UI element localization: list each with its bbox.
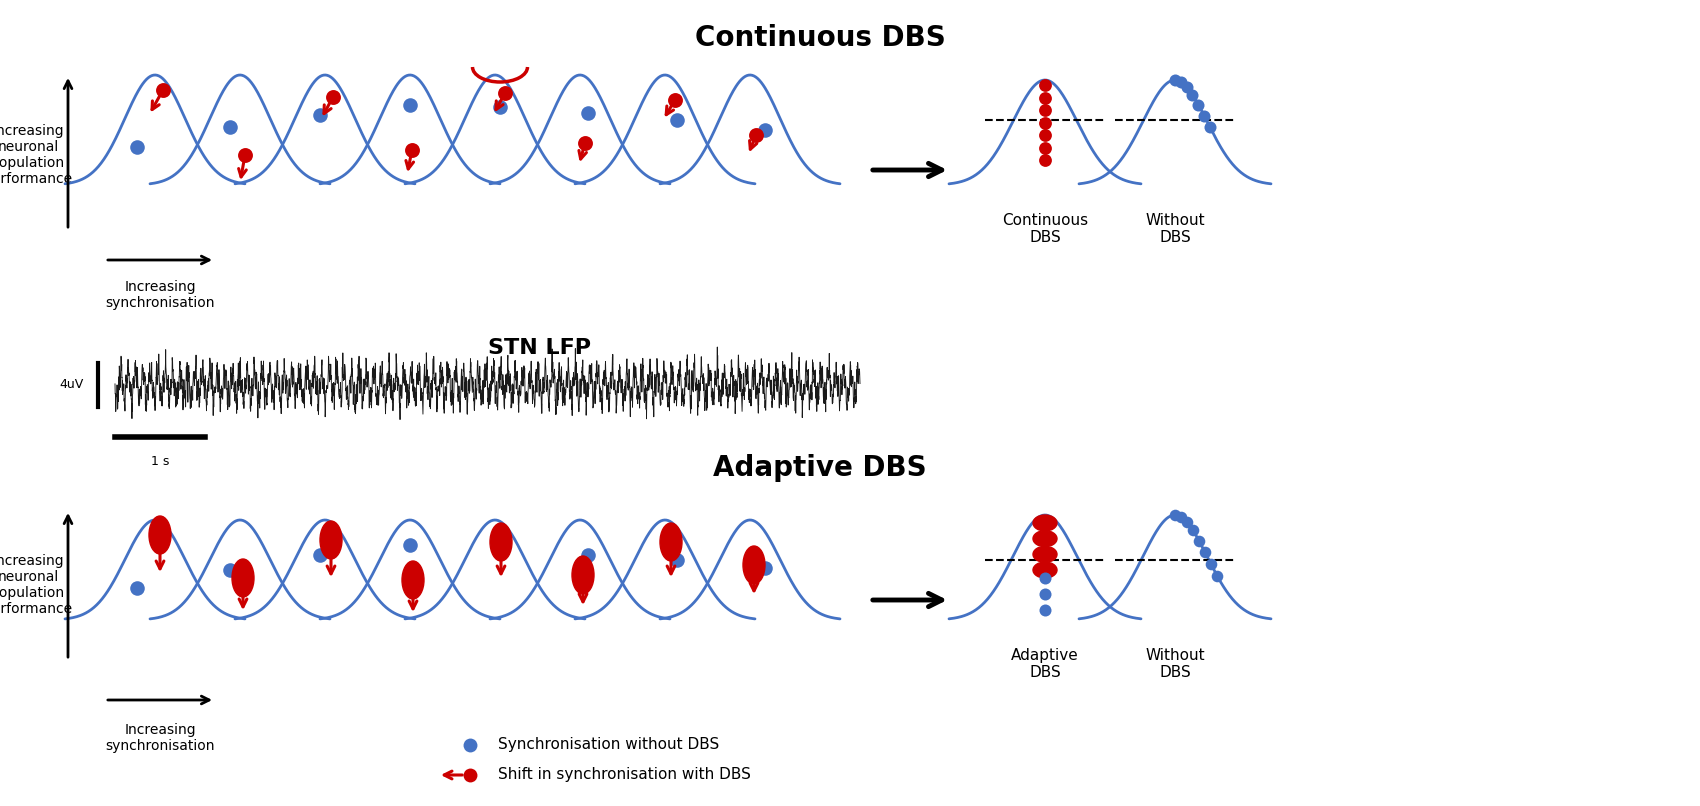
Point	[306, 109, 333, 122]
Text: Continuous
DBS: Continuous DBS	[1001, 213, 1088, 245]
Point	[1173, 516, 1200, 529]
Point	[1180, 524, 1207, 537]
Point	[1168, 75, 1195, 88]
Point	[1178, 88, 1205, 101]
Point	[124, 582, 151, 595]
Ellipse shape	[571, 556, 593, 594]
Ellipse shape	[401, 561, 423, 599]
Point	[456, 738, 483, 751]
Point	[1032, 141, 1059, 154]
Point	[1032, 128, 1059, 141]
Point	[456, 769, 483, 782]
Ellipse shape	[1034, 530, 1057, 546]
Point	[1197, 558, 1224, 571]
Text: Continuous DBS: Continuous DBS	[695, 24, 945, 52]
Point	[124, 140, 151, 153]
Text: Without
DBS: Without DBS	[1146, 648, 1205, 680]
Ellipse shape	[1034, 546, 1057, 563]
Point	[396, 98, 423, 111]
Point	[1190, 110, 1217, 123]
Point	[231, 148, 258, 161]
Point	[1032, 154, 1059, 167]
Ellipse shape	[320, 521, 342, 559]
Text: 4uV: 4uV	[60, 379, 83, 392]
Point	[1185, 98, 1212, 111]
Ellipse shape	[1034, 562, 1057, 578]
Point	[1185, 534, 1212, 547]
Ellipse shape	[490, 523, 512, 561]
Ellipse shape	[660, 523, 682, 561]
Point	[575, 549, 602, 562]
Point	[486, 101, 513, 114]
Point	[150, 84, 177, 97]
Point	[1032, 91, 1059, 104]
Point	[320, 90, 347, 103]
Ellipse shape	[743, 546, 765, 584]
Point	[486, 542, 513, 555]
Point	[751, 562, 779, 575]
Text: 1 s: 1 s	[151, 455, 170, 468]
Text: Adaptive
DBS: Adaptive DBS	[1012, 648, 1080, 680]
Point	[663, 554, 690, 567]
Point	[1161, 509, 1188, 521]
Point	[1032, 78, 1059, 91]
Point	[396, 538, 423, 551]
Point	[306, 549, 333, 562]
Point	[571, 136, 598, 149]
Ellipse shape	[150, 516, 172, 554]
Point	[663, 114, 690, 127]
Point	[751, 123, 779, 136]
Point	[1032, 103, 1059, 116]
Point	[1032, 116, 1059, 129]
Point	[1197, 121, 1224, 134]
Ellipse shape	[1034, 515, 1057, 531]
Point	[1032, 604, 1059, 617]
Text: Adaptive DBS: Adaptive DBS	[714, 454, 927, 482]
Point	[1161, 73, 1188, 86]
Point	[1032, 588, 1059, 600]
Point	[1192, 546, 1219, 559]
Point	[743, 128, 770, 141]
Text: STN LFP: STN LFP	[488, 338, 592, 358]
Text: Shift in synchronisation with DBS: Shift in synchronisation with DBS	[498, 767, 751, 783]
Point	[1173, 81, 1200, 93]
Point	[575, 106, 602, 119]
Point	[1032, 571, 1059, 584]
Point	[1204, 569, 1231, 582]
Point	[216, 563, 243, 576]
Ellipse shape	[231, 559, 253, 597]
Point	[398, 143, 425, 156]
Text: Increasing
synchronisation: Increasing synchronisation	[105, 723, 214, 753]
Text: Increasing
synchronisation: Increasing synchronisation	[105, 280, 214, 310]
Text: Synchronisation without DBS: Synchronisation without DBS	[498, 737, 719, 753]
Point	[1168, 510, 1195, 523]
Point	[661, 93, 689, 106]
Text: Increasing
neuronal
population
performance: Increasing neuronal population performan…	[0, 554, 73, 617]
Point	[491, 86, 518, 99]
Point	[216, 121, 243, 134]
Text: Increasing
neuronal
population
performance: Increasing neuronal population performan…	[0, 123, 73, 186]
Text: Without
DBS: Without DBS	[1146, 213, 1205, 245]
